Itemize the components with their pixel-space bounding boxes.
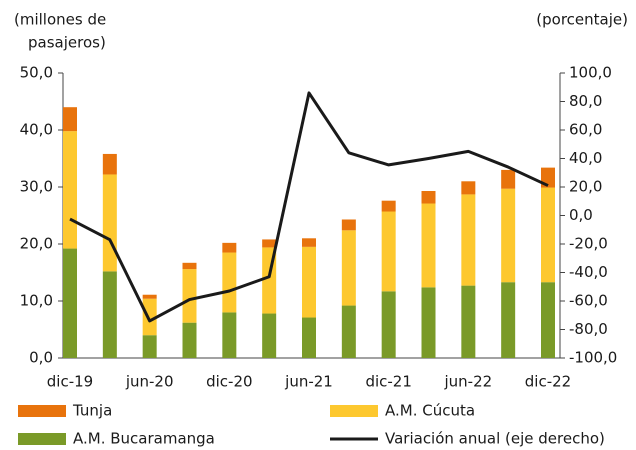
bar-segment [381,200,396,212]
bar-segment [102,153,117,175]
y2-tick-label: -20,0 [569,235,608,253]
y-tick-label: 50,0 [20,64,53,82]
bar-segment [302,246,316,318]
bar-segment [501,188,516,283]
bar-segment [222,242,237,253]
bar-segment [142,335,157,358]
bar-segment [381,291,396,358]
bar-segment [341,230,356,306]
bar-segment [142,294,157,299]
x-tick-label: dic-21 [365,373,411,391]
bar-segment [63,131,77,249]
legend-swatch [18,405,66,417]
bar-segment [461,285,476,358]
bar-segment [421,287,436,358]
y2-tick-label: 40,0 [569,149,602,167]
y2-tick-label: -80,0 [569,320,608,338]
legend-label: A.M. Bucaramanga [73,430,215,448]
bar-segment [341,219,356,231]
y2-tick-label: 100,0 [569,64,612,82]
bar-segment [182,269,197,323]
y2-tick-label: -60,0 [569,292,608,310]
bar-segment [501,282,516,358]
bar-segment [341,305,356,358]
bar-segment [541,187,555,283]
y-axis-label: pasajeros) [28,34,106,52]
y-tick-label: 20,0 [20,235,53,253]
bar-segment [421,190,436,204]
x-tick-label: jun-20 [125,373,174,391]
legend-swatch [330,405,378,417]
bar-segment [461,194,476,286]
bar-segment [302,317,316,358]
y-tick-label: 10,0 [20,292,53,310]
legend-label: Tunja [72,402,112,420]
bar-segment [102,174,117,272]
y2-tick-label: 0,0 [569,206,593,224]
bar-segment [63,248,77,358]
y2-axis-label: (porcentaje) [536,11,628,29]
bar-segment [381,211,396,292]
line-series [69,91,549,323]
bar-segment [222,252,237,313]
y-axis-label: (millones de [14,11,106,29]
y2-tick-label: 80,0 [569,92,602,110]
bar-segment [302,238,316,247]
bar-segment [541,282,555,358]
bar-segment [461,181,476,195]
legend-label: Variación anual (eje derecho) [385,430,605,448]
legend-swatch [18,433,66,445]
x-tick-label: jun-21 [284,373,333,391]
y2-tick-label: 20,0 [569,178,602,196]
bar-segment [182,322,197,358]
bar-segment [262,313,277,358]
bar-segment [222,312,237,358]
y-tick-label: 0,0 [29,349,53,367]
y-tick-label: 40,0 [20,121,53,139]
y2-tick-label: -100,0 [569,349,617,367]
x-tick-label: jun-22 [443,373,492,391]
x-tick-label: dic-20 [206,373,252,391]
x-tick-label: dic-19 [47,373,93,391]
bar-segment [421,203,436,288]
bar-segment [182,262,197,270]
bar-segment [63,107,77,132]
bar-segment [102,271,117,358]
bar-segment [262,239,277,248]
bar-segment [142,298,157,336]
y-tick-label: 30,0 [20,178,53,196]
y2-tick-label: -40,0 [569,263,608,281]
x-tick-label: dic-22 [525,373,571,391]
legend-label: A.M. Cúcuta [385,402,475,420]
bar-segment [501,169,516,189]
y2-tick-label: 60,0 [569,121,602,139]
